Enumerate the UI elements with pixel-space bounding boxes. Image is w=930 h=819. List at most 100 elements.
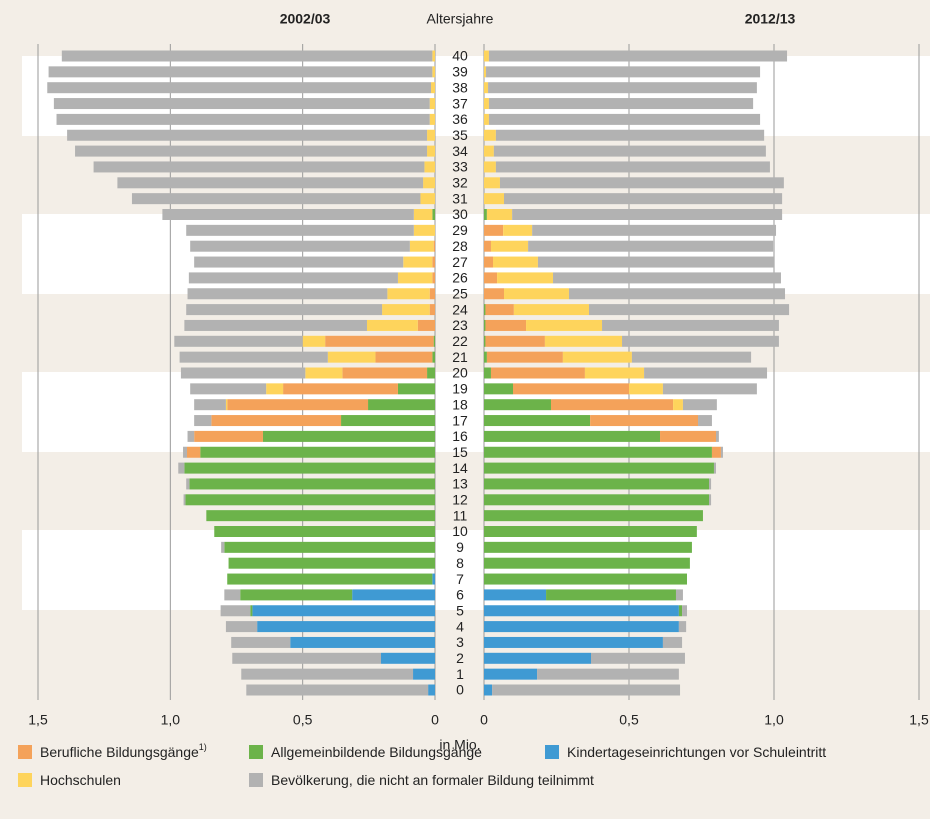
bar-segment bbox=[327, 351, 376, 363]
bar-segment bbox=[488, 50, 788, 62]
y-tick-label: 7 bbox=[456, 571, 464, 587]
bar-segment bbox=[397, 272, 433, 284]
y-tick-label: 1 bbox=[456, 666, 464, 682]
bar-segment bbox=[403, 256, 433, 268]
bar-segment bbox=[427, 367, 435, 379]
y-tick-label: 36 bbox=[452, 111, 468, 127]
bar-segment bbox=[490, 367, 585, 379]
y-tick-label: 15 bbox=[452, 444, 468, 460]
bar-segment bbox=[225, 399, 228, 411]
bar-segment bbox=[206, 510, 435, 522]
panel-title: 2002/03 bbox=[280, 11, 331, 27]
bar-segment bbox=[48, 66, 433, 78]
bar-segment bbox=[488, 98, 754, 110]
bar-segment bbox=[433, 240, 435, 252]
bar-segment bbox=[93, 161, 425, 173]
legend-label: Bevölkerung, die nicht an formaler Bildu… bbox=[271, 772, 594, 788]
bar-segment bbox=[228, 557, 435, 569]
bar-segment bbox=[429, 98, 435, 110]
bar-segment bbox=[484, 161, 496, 173]
bar-segment bbox=[131, 193, 421, 205]
bar-segment bbox=[490, 240, 529, 252]
bar-segment bbox=[631, 351, 752, 363]
bar-segment bbox=[53, 98, 430, 110]
bar-segment bbox=[178, 462, 185, 474]
legend-name: Hochschulen bbox=[40, 772, 121, 788]
bar-segment bbox=[513, 383, 629, 395]
bar-segment bbox=[660, 430, 716, 442]
bar-segment bbox=[526, 319, 603, 331]
band bbox=[22, 372, 930, 452]
bar-segment bbox=[283, 383, 398, 395]
x-tick-label: 0,5 bbox=[619, 712, 639, 728]
legend-label: Berufliche Bildungsgänge1) bbox=[40, 742, 207, 759]
bar-segment bbox=[352, 589, 435, 601]
panel-title: 2012/13 bbox=[745, 11, 796, 27]
bar-segment bbox=[537, 256, 774, 268]
bar-segment bbox=[189, 478, 435, 490]
bar-segment bbox=[180, 367, 306, 379]
bar-segment bbox=[550, 399, 674, 411]
x-axis-title: in Mio. bbox=[439, 737, 480, 753]
legend-swatch bbox=[545, 745, 559, 759]
bar-segment bbox=[211, 415, 342, 427]
y-tick-label: 13 bbox=[452, 476, 468, 492]
bar-segment bbox=[682, 605, 687, 617]
bar-segment bbox=[397, 383, 435, 395]
bar-segment bbox=[257, 621, 435, 633]
bar-segment bbox=[584, 367, 645, 379]
bar-segment bbox=[602, 319, 779, 331]
bar-segment bbox=[484, 557, 690, 569]
y-tick-label: 16 bbox=[452, 428, 468, 444]
bar-segment bbox=[504, 288, 569, 300]
bar-segment bbox=[194, 415, 212, 427]
bar-segment bbox=[484, 668, 538, 680]
bar-segment bbox=[492, 256, 538, 268]
y-tick-label: 22 bbox=[452, 333, 468, 349]
y-tick-label: 26 bbox=[452, 270, 468, 286]
bar-segment bbox=[200, 446, 435, 458]
bar-segment bbox=[432, 573, 435, 585]
bar-segment bbox=[678, 605, 683, 617]
bar-segment bbox=[484, 636, 663, 648]
bar-segment bbox=[432, 256, 435, 268]
y-tick-label: 38 bbox=[452, 79, 468, 95]
y-tick-label: 18 bbox=[452, 396, 468, 412]
y-tick-label: 6 bbox=[456, 587, 464, 603]
bar-segment bbox=[188, 272, 398, 284]
bar-segment bbox=[485, 304, 514, 316]
y-tick-label: 0 bbox=[456, 682, 464, 698]
y-tick-label: 10 bbox=[452, 523, 468, 539]
bar-segment bbox=[484, 224, 504, 236]
bar-segment bbox=[290, 636, 435, 648]
bar-segment bbox=[484, 415, 591, 427]
y-tick-label: 40 bbox=[452, 48, 468, 64]
legend-swatch bbox=[18, 745, 32, 759]
bar-segment bbox=[673, 399, 683, 411]
legend-name: Bevölkerung, die nicht an formaler Bildu… bbox=[271, 772, 594, 788]
y-tick-label: 34 bbox=[452, 143, 468, 159]
bar-segment bbox=[225, 621, 258, 633]
bar-segment bbox=[484, 240, 491, 252]
bar-segment bbox=[484, 98, 489, 110]
y-tick-label: 37 bbox=[452, 95, 468, 111]
bar-segment bbox=[227, 399, 369, 411]
legend-footnote: 1) bbox=[199, 742, 207, 752]
bar-segment bbox=[484, 256, 493, 268]
y-tick-label: 3 bbox=[456, 634, 464, 650]
bar-segment bbox=[187, 430, 195, 442]
bar-segment bbox=[484, 319, 486, 331]
legend-label: Kindertageseinrichtungen vor Schuleintri… bbox=[567, 744, 826, 760]
bar-segment bbox=[486, 351, 563, 363]
bar-segment bbox=[591, 652, 685, 664]
legend-swatch bbox=[18, 773, 32, 787]
bar-segment bbox=[713, 462, 716, 474]
bar-segment bbox=[413, 209, 433, 220]
bar-segment bbox=[568, 288, 786, 300]
legend-swatch bbox=[249, 745, 263, 759]
bar-segment bbox=[716, 430, 719, 442]
bar-segment bbox=[325, 335, 434, 347]
bar-segment bbox=[484, 304, 486, 316]
bar-segment bbox=[484, 684, 493, 696]
bar-segment bbox=[413, 224, 435, 236]
